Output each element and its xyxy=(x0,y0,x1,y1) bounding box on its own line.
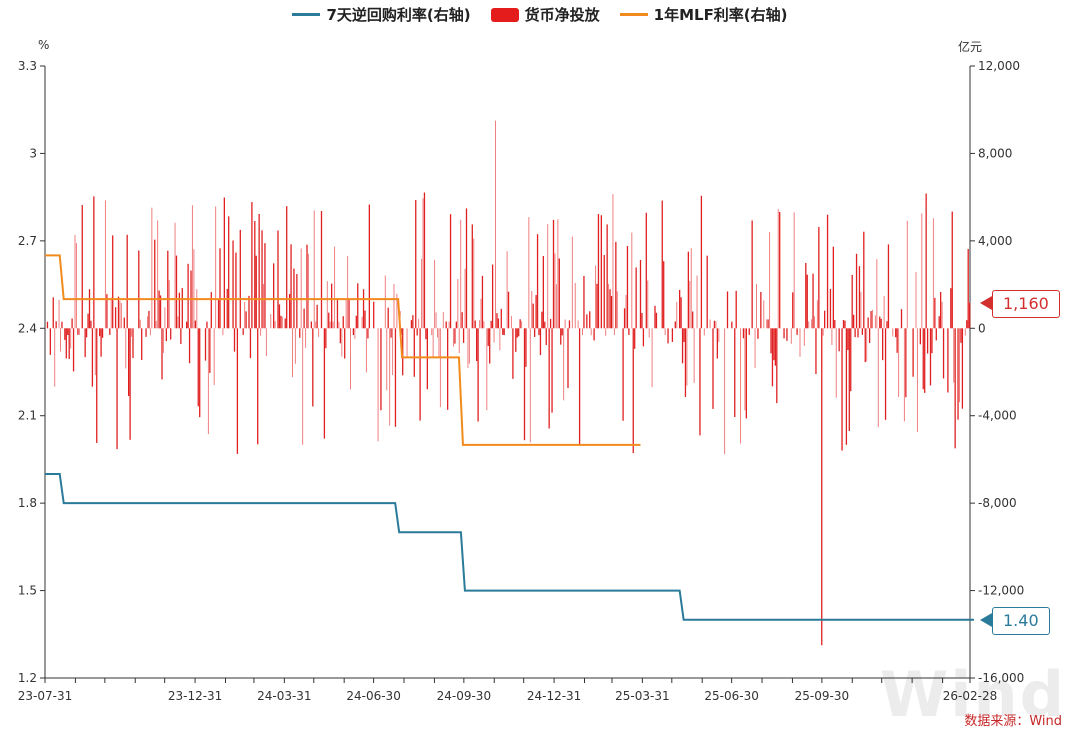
x-tick-label: 25-09-30 xyxy=(795,689,849,703)
left-tick-label: 1.5 xyxy=(18,584,37,598)
right-tick-label: -12,000 xyxy=(978,584,1024,598)
net-value-text: 1,160 xyxy=(1003,294,1049,313)
x-tick-label: 24-12-31 xyxy=(527,689,581,703)
legend-item-repo[interactable]: 7天逆回购利率(右轴) xyxy=(292,4,471,25)
mlf-swatch xyxy=(619,13,648,16)
left-tick-label: 1.8 xyxy=(18,496,37,510)
repo-value-text: 1.40 xyxy=(1003,611,1039,630)
net-value-badge: 1,160 xyxy=(980,290,1060,318)
left-tick-label: 2.1 xyxy=(18,409,37,423)
left-tick-label: 2.4 xyxy=(18,321,37,335)
x-tick-label: 25-06-30 xyxy=(704,689,758,703)
left-tick-label: 3 xyxy=(29,146,37,160)
legend: 7天逆回购利率(右轴) 货币净投放 1年MLF利率(右轴) xyxy=(0,4,1080,25)
repo-value-badge: 1.40 xyxy=(980,607,1050,635)
x-tick-label: 23-12-31 xyxy=(168,689,222,703)
legend-repo-label: 7天逆回购利率(右轴) xyxy=(326,6,471,24)
x-tick-label: 24-03-31 xyxy=(257,689,311,703)
left-tick-label: 3.3 xyxy=(18,59,37,73)
legend-mlf-label: 1年MLF利率(右轴) xyxy=(653,6,788,24)
mlf-rate-line xyxy=(45,254,641,446)
repo-swatch xyxy=(292,13,321,16)
left-tick-label: 1.2 xyxy=(18,671,37,685)
right-tick-label: -16,000 xyxy=(978,671,1024,685)
repo-rate-line xyxy=(45,473,974,621)
right-tick-label: 12,000 xyxy=(978,59,1020,73)
right-tick-label: -4,000 xyxy=(978,409,1017,423)
x-tick-label: 24-06-30 xyxy=(346,689,400,703)
right-axis-unit: 亿元 xyxy=(958,40,983,54)
x-tick-label: 26-02-28 xyxy=(943,689,997,703)
legend-item-net[interactable]: 货币净投放 xyxy=(490,4,600,25)
right-tick-label: 4,000 xyxy=(978,234,1012,248)
right-tick-label: -8,000 xyxy=(978,496,1017,510)
watermark: Wind xyxy=(879,658,1066,731)
legend-item-mlf[interactable]: 1年MLF利率(右轴) xyxy=(619,4,788,25)
x-tick-label: 24-09-30 xyxy=(437,689,491,703)
net-swatch xyxy=(490,7,519,22)
right-tick-label: 8,000 xyxy=(978,146,1012,160)
left-tick-label: 2.7 xyxy=(18,234,37,248)
x-tick-label: 23-07-31 xyxy=(18,689,72,703)
right-tick-label: 0 xyxy=(978,321,986,335)
left-axis-unit: % xyxy=(38,38,50,52)
legend-net-label: 货币净投放 xyxy=(524,6,600,24)
x-tick-label: 25-03-31 xyxy=(615,689,669,703)
data-source: 数据来源：Wind xyxy=(964,714,1062,729)
